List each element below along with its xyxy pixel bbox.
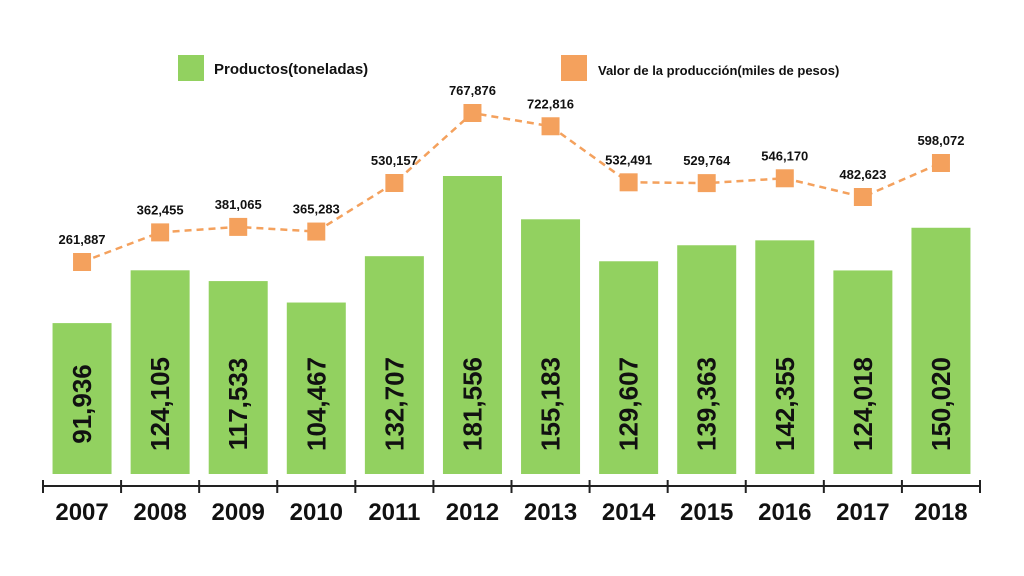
- line-point-label: 381,065: [215, 197, 262, 212]
- line-point-label: 530,157: [371, 153, 418, 168]
- bar-value-label: 104,467: [301, 357, 331, 451]
- line-point-label: 261,887: [59, 232, 106, 247]
- bar-value-label: 150,020: [926, 357, 956, 451]
- x-tick-label: 2011: [368, 499, 420, 526]
- line-point-marker: [541, 117, 560, 136]
- bar: [286, 302, 346, 474]
- line-point-marker: [775, 169, 794, 188]
- line-point-marker: [619, 173, 638, 192]
- line-point-marker: [307, 222, 326, 241]
- line-point-marker: [151, 223, 170, 242]
- x-tick-label: 2017: [836, 499, 889, 526]
- legend-label-bars: Productos(toneladas): [214, 61, 369, 78]
- bar-value-label: 139,363: [692, 357, 722, 451]
- bar-value-label: 91,936: [67, 364, 97, 444]
- x-tick-label: 2016: [758, 499, 811, 526]
- line-point-marker: [385, 174, 404, 193]
- bar-value-label: 155,183: [536, 357, 566, 451]
- x-tick-label: 2013: [524, 499, 577, 526]
- x-tick-label: 2015: [680, 499, 733, 526]
- line-point-label: 482,623: [839, 167, 886, 182]
- line-point-label: 546,170: [761, 148, 808, 163]
- line-point-label: 529,764: [683, 153, 731, 168]
- line-point-label: 598,072: [917, 133, 964, 148]
- line-point-label: 767,876: [449, 83, 496, 98]
- line-point-marker: [463, 104, 482, 122]
- x-tick-label: 2008: [133, 499, 186, 526]
- legend-swatch-line: [561, 55, 587, 81]
- bar: [364, 256, 424, 474]
- line-point-marker: [73, 253, 92, 271]
- line-point-label: 532,491: [605, 152, 652, 167]
- bar: [521, 219, 581, 474]
- bar: [599, 261, 659, 474]
- legend-label-line: Valor de la producción(miles de pesos): [598, 63, 840, 78]
- bar-value-label: 142,355: [770, 357, 800, 451]
- x-tick-label: 2014: [602, 499, 656, 526]
- bar-value-label: 132,707: [379, 357, 409, 451]
- line-point-marker: [853, 187, 872, 206]
- bar-value-label: 117,533: [223, 358, 253, 451]
- bar: [130, 270, 190, 474]
- bar-value-label: 129,607: [614, 357, 644, 451]
- x-tick-label: 2010: [290, 499, 343, 526]
- x-tick-label: 2009: [212, 499, 265, 526]
- line-point-label: 722,816: [527, 96, 574, 111]
- line-point-label: 362,455: [137, 202, 184, 217]
- x-tick-label: 2012: [446, 499, 499, 526]
- bar: [755, 240, 815, 474]
- bar-value-label: 181,556: [457, 357, 487, 451]
- line-series-path: [81, 111, 942, 264]
- bar: [911, 227, 971, 474]
- bar: [677, 245, 737, 474]
- line-point-marker: [697, 174, 716, 193]
- x-tick-label: 2007: [55, 499, 108, 526]
- bar-value-label: 124,105: [145, 357, 175, 451]
- bar-value-label: 124,018: [848, 357, 878, 451]
- bar: [442, 176, 502, 474]
- legend-swatch-bars: [178, 55, 204, 81]
- line-point-marker: [931, 154, 950, 173]
- x-tick-label: 2018: [914, 499, 967, 526]
- bar: [833, 270, 893, 474]
- bar: [208, 281, 268, 474]
- bar: [52, 323, 112, 474]
- line-point-label: 365,283: [293, 202, 340, 217]
- line-point-marker: [229, 217, 248, 236]
